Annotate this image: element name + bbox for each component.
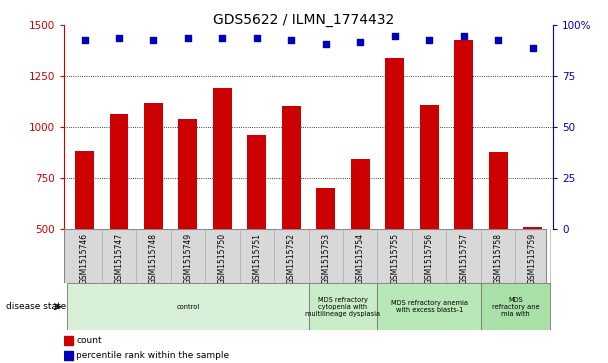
Text: GDS5622 / ILMN_1774432: GDS5622 / ILMN_1774432 (213, 13, 395, 27)
Bar (489, 152, 508, 330)
Bar (64, 351, 72, 360)
Point (252, 35, 261, 41)
Point (493, 37, 503, 42)
FancyBboxPatch shape (67, 283, 308, 330)
FancyBboxPatch shape (308, 283, 378, 330)
Point (114, 35, 124, 41)
Text: MDS
refractory ane
mia with: MDS refractory ane mia with (491, 297, 539, 317)
Text: GSM1515755: GSM1515755 (390, 233, 399, 284)
Point (218, 35, 227, 41)
Text: GSM1515753: GSM1515753 (321, 233, 330, 284)
Text: MDS refractory
cytopenia with
multilineage dysplasia: MDS refractory cytopenia with multilinea… (305, 297, 381, 317)
Bar (523, 227, 542, 330)
Bar (247, 135, 266, 330)
Point (148, 37, 158, 42)
Point (183, 35, 193, 41)
Point (80, 37, 89, 42)
Point (424, 37, 434, 42)
Point (356, 39, 365, 45)
Point (390, 33, 399, 38)
Point (459, 33, 469, 38)
Bar (385, 58, 404, 330)
Text: MDS refractory anemia
with excess blasts-1: MDS refractory anemia with excess blasts… (391, 300, 468, 313)
Bar (64, 336, 72, 345)
Bar (420, 105, 439, 330)
Bar (351, 159, 370, 330)
Text: GSM1515751: GSM1515751 (252, 233, 261, 284)
Bar (282, 106, 301, 330)
Point (286, 37, 296, 42)
FancyBboxPatch shape (481, 283, 550, 330)
Bar (213, 89, 232, 330)
Point (321, 41, 331, 46)
Bar (75, 151, 94, 330)
Text: GSM1515747: GSM1515747 (114, 233, 123, 284)
Point (528, 45, 537, 51)
Text: GSM1515757: GSM1515757 (459, 233, 468, 284)
Text: GSM1515759: GSM1515759 (528, 233, 537, 284)
Text: GSM1515754: GSM1515754 (356, 233, 365, 284)
Bar (109, 114, 128, 330)
Text: GSM1515756: GSM1515756 (425, 233, 434, 284)
Text: GSM1515749: GSM1515749 (184, 233, 192, 284)
Text: GSM1515752: GSM1515752 (287, 233, 296, 284)
Text: disease state: disease state (6, 302, 66, 311)
Text: percentile rank within the sample: percentile rank within the sample (76, 351, 229, 360)
Text: GSM1515748: GSM1515748 (149, 233, 158, 284)
Bar (178, 119, 198, 330)
Text: count: count (76, 336, 102, 345)
Text: GSM1515746: GSM1515746 (80, 233, 89, 284)
Text: GSM1515750: GSM1515750 (218, 233, 227, 284)
FancyBboxPatch shape (64, 229, 547, 283)
FancyBboxPatch shape (378, 283, 481, 330)
Bar (316, 188, 335, 330)
Bar (144, 103, 163, 330)
Bar (454, 40, 473, 330)
Text: GSM1515758: GSM1515758 (494, 233, 503, 284)
Text: control: control (176, 304, 199, 310)
